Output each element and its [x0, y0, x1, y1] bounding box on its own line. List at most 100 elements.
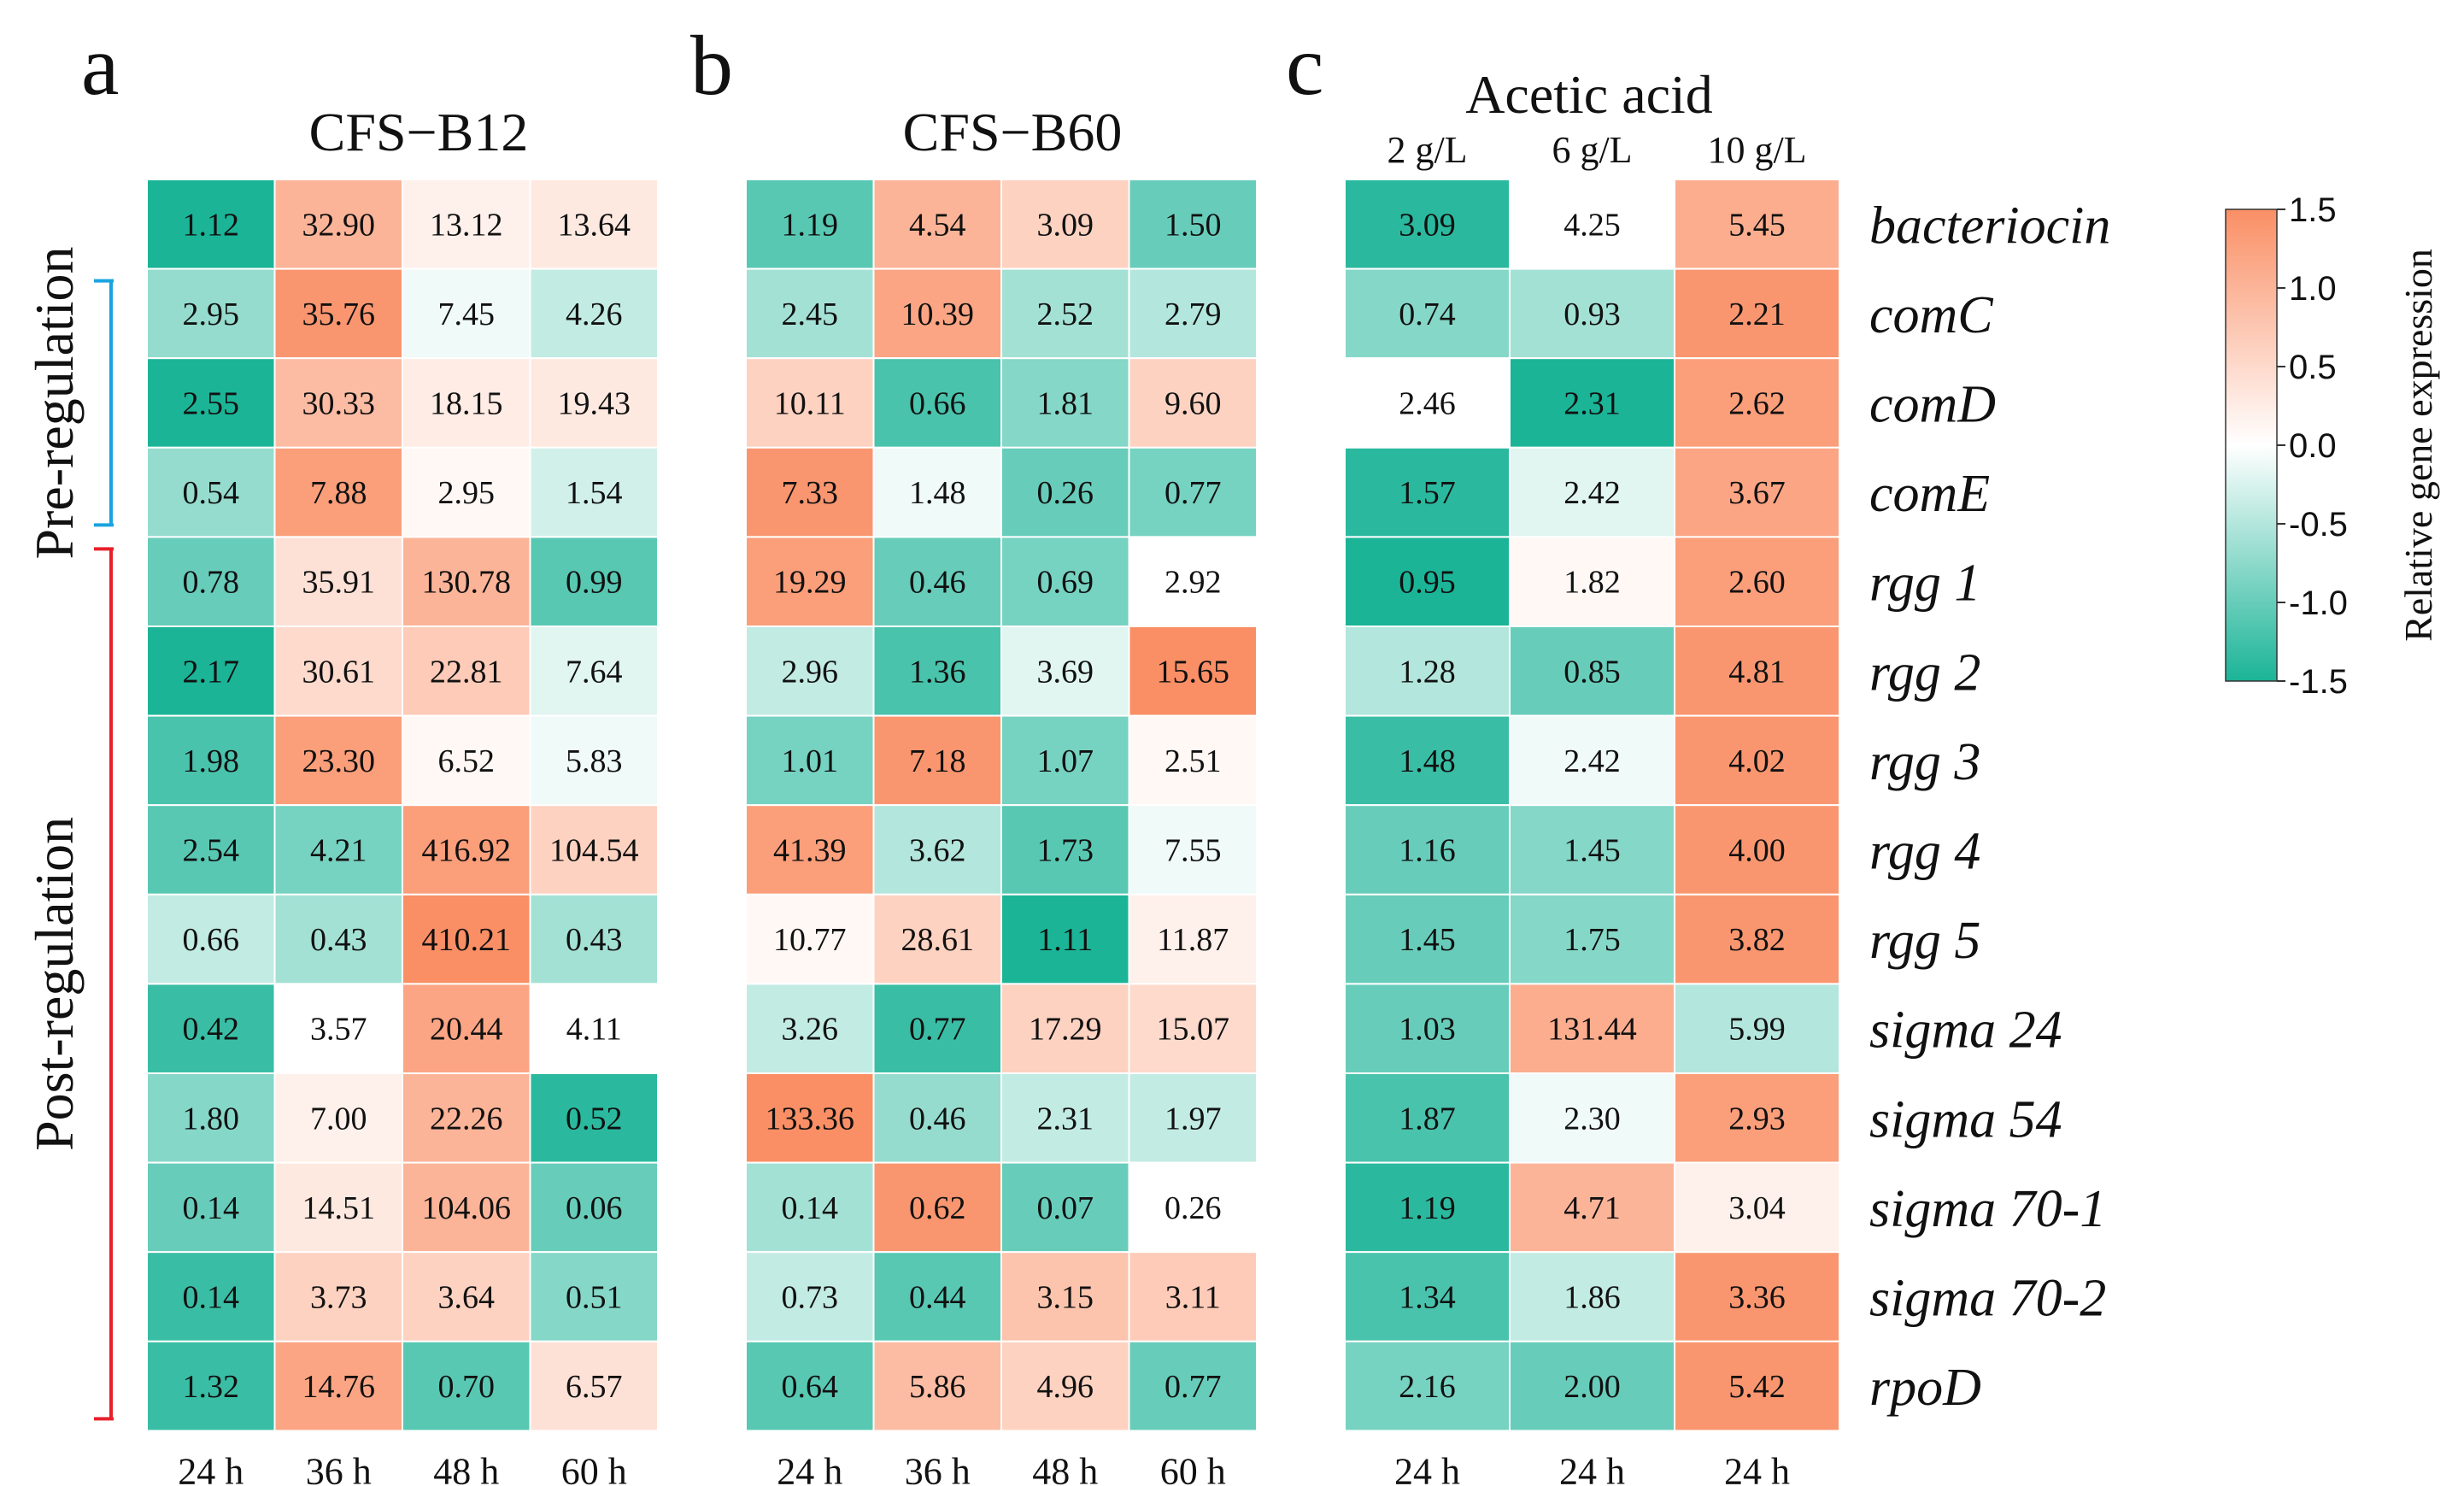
cell-value-label: 11.87	[1157, 922, 1229, 958]
cell-value-label: 4.02	[1728, 743, 1786, 779]
cell-value-label: 0.52	[566, 1101, 623, 1137]
heatmap-cell	[402, 1161, 531, 1254]
heatmap-cell	[1674, 714, 1840, 807]
heatmap-cell	[1509, 714, 1675, 807]
heatmap-cell	[529, 446, 659, 538]
heatmap-cell	[273, 626, 403, 717]
cell-value-label: 3.09	[1399, 207, 1456, 243]
heatmap-cell	[402, 983, 531, 1075]
cell-value-label: 2.95	[438, 475, 496, 511]
column-tick-label: 24 h	[1394, 1450, 1460, 1486]
cell-value-label: 35.91	[302, 565, 376, 601]
cell-value-label: 13.64	[558, 207, 631, 243]
heatmap-cell	[402, 714, 531, 807]
heatmap-cell	[529, 626, 659, 717]
heatmap-cell	[745, 714, 875, 807]
heatmap-cell	[1674, 1161, 1840, 1254]
cell-value-label: 0.51	[566, 1280, 623, 1316]
cell-value-label: 104.06	[422, 1190, 512, 1226]
heatmap-cell	[872, 357, 1002, 449]
cell-value-label: 3.15	[1037, 1280, 1094, 1316]
cell-value-label: 3.09	[1037, 207, 1094, 243]
cell-value-label: 2.93	[1728, 1101, 1786, 1137]
cell-value-label: 0.43	[310, 922, 367, 958]
cell-value-label: 0.14	[183, 1190, 240, 1226]
cell-value-label: 1.28	[1399, 654, 1456, 690]
cell-value-label: 3.04	[1728, 1190, 1786, 1226]
heatmap-cell	[529, 714, 659, 807]
colorbar-label: Relative gene expression	[2397, 249, 2440, 642]
cell-value-label: 20.44	[430, 1012, 503, 1048]
cell-value-label: 4.25	[1563, 207, 1621, 243]
heatmap-cell	[1128, 357, 1258, 449]
heatmap-cell	[1509, 893, 1675, 985]
cell-value-label: 3.36	[1728, 1280, 1786, 1316]
heatmap-cell	[529, 983, 659, 1075]
heatmap-cell	[402, 1072, 531, 1164]
heatmap-panel-b: 1.19 4.54 3.09 1.50 2.45 10.39 2.52 2.79 10.11 0.…	[745, 179, 1258, 1486]
group-label: Pre-regulation	[24, 246, 85, 559]
row-group-brackets: Pre-regulation Post-regulation	[24, 246, 114, 1421]
colorbar-tick-label: -1.5	[2289, 663, 2348, 701]
gene-label: rgg 4	[1869, 823, 1980, 881]
heatmap-cell	[146, 804, 276, 896]
heatmap-cell	[1000, 626, 1130, 717]
cell-value-label: 2.31	[1563, 386, 1621, 422]
cell-value-label: 6.52	[438, 743, 496, 779]
heatmap-cell	[273, 267, 403, 360]
cell-value-label: 23.30	[302, 743, 376, 779]
cell-value-label: 7.00	[310, 1101, 367, 1137]
cell-value-label: 0.54	[183, 475, 240, 511]
heatmap-cell	[1128, 1340, 1258, 1432]
heatmap-cell	[1000, 1072, 1130, 1164]
cell-value-label: 1.01	[782, 743, 839, 779]
heatmap-cell	[745, 1340, 875, 1432]
heatmap-cell	[872, 1161, 1002, 1254]
concentration-label: 6 g/L	[1552, 129, 1632, 171]
cell-value-label: 1.80	[183, 1101, 240, 1137]
heatmap-cell	[273, 1161, 403, 1254]
heatmap-cell	[1509, 1340, 1675, 1432]
heatmap-cell	[273, 1072, 403, 1164]
cell-value-label: 19.29	[773, 565, 847, 601]
heatmap-cell	[745, 536, 875, 628]
heatmap-cell	[1128, 267, 1258, 360]
cell-value-label: 1.19	[782, 207, 839, 243]
cell-value-label: 13.12	[430, 207, 503, 243]
cell-value-label: 0.66	[909, 386, 966, 422]
heatmap-cell	[529, 1072, 659, 1164]
cell-value-label: 0.26	[1165, 1190, 1222, 1226]
cell-value-label: 0.95	[1399, 565, 1456, 601]
heatmap-cell	[1344, 267, 1511, 360]
cell-value-label: 4.00	[1728, 833, 1786, 869]
cell-value-label: 1.07	[1037, 743, 1094, 779]
cell-value-label: 1.11	[1037, 922, 1093, 958]
heatmap-cell	[146, 1340, 276, 1432]
cell-value-label: 0.44	[909, 1280, 966, 1316]
cell-value-label: 4.71	[1563, 1190, 1621, 1226]
cell-value-label: 22.81	[430, 654, 503, 690]
cell-value-label: 22.26	[430, 1101, 503, 1137]
cell-value-label: 1.86	[1563, 1280, 1621, 1316]
cell-value-label: 14.76	[302, 1369, 376, 1405]
heatmap-cell	[146, 1161, 276, 1254]
cell-value-label: 0.46	[909, 565, 966, 601]
gene-label: comE	[1869, 465, 1990, 523]
cell-value-label: 1.36	[909, 654, 966, 690]
cell-value-label: 0.99	[566, 565, 623, 601]
heatmap-cell	[1509, 357, 1675, 449]
cell-value-label: 2.51	[1165, 743, 1222, 779]
column-tick-label: 36 h	[306, 1450, 372, 1486]
cell-value-label: 0.42	[183, 1012, 240, 1048]
cell-value-label: 2.95	[183, 297, 240, 332]
cell-value-label: 133.36	[766, 1101, 855, 1137]
heatmap-cell	[745, 1072, 875, 1164]
cell-value-label: 1.03	[1399, 1012, 1456, 1048]
heatmap-cell	[273, 179, 403, 270]
panel-c-title: Acetic acid	[1465, 64, 1713, 125]
heatmap-cell	[1128, 1251, 1258, 1342]
heatmap-cell	[402, 1340, 531, 1432]
heatmap-panel-c: 3.09 4.25 5.45 0.74 0.93 2.21 2.46 2.31 2.62 1.57…	[1344, 129, 1840, 1486]
cell-value-label: 19.43	[558, 386, 631, 422]
